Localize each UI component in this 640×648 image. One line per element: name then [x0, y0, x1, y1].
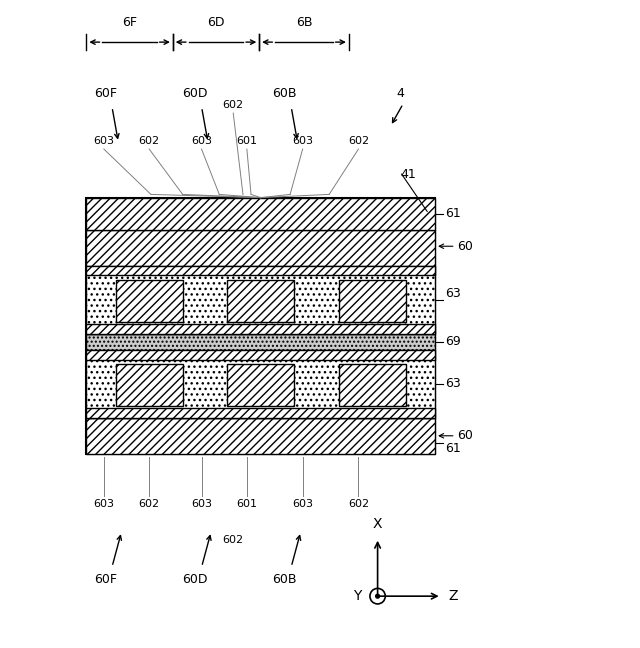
Text: Z: Z: [448, 589, 458, 603]
Text: 602: 602: [139, 499, 160, 509]
Bar: [86, 266, 435, 275]
Text: 60D: 60D: [182, 87, 208, 100]
Bar: [227, 364, 294, 406]
Text: 63: 63: [445, 377, 461, 391]
Bar: [86, 198, 435, 230]
Bar: [339, 364, 406, 406]
Text: 601: 601: [236, 499, 257, 509]
Text: 60B: 60B: [273, 87, 297, 100]
Text: 6B: 6B: [296, 16, 312, 29]
Bar: [339, 280, 406, 322]
Bar: [86, 350, 435, 360]
Bar: [86, 266, 435, 334]
Text: 603: 603: [292, 499, 313, 509]
Bar: [86, 418, 435, 454]
Text: 603: 603: [191, 499, 212, 509]
Text: 602: 602: [348, 499, 369, 509]
Text: 602: 602: [222, 535, 243, 544]
Text: 63: 63: [445, 286, 461, 300]
Text: 602: 602: [348, 136, 369, 146]
Text: 603: 603: [292, 136, 313, 146]
Text: 6D: 6D: [207, 16, 225, 29]
Text: 603: 603: [93, 136, 115, 146]
Text: 60D: 60D: [182, 573, 208, 586]
Text: 61: 61: [445, 442, 461, 456]
Text: 6F: 6F: [122, 16, 137, 29]
Text: 601: 601: [236, 136, 257, 146]
Text: 60: 60: [458, 429, 474, 443]
Text: 602: 602: [139, 136, 160, 146]
Bar: [86, 230, 435, 266]
Text: 60B: 60B: [273, 573, 297, 586]
Bar: [86, 324, 435, 334]
Text: 61: 61: [445, 207, 461, 220]
Text: Y: Y: [353, 589, 362, 603]
Text: X: X: [373, 517, 382, 531]
Bar: [86, 408, 435, 418]
Circle shape: [376, 594, 380, 598]
Text: 4: 4: [397, 87, 404, 100]
Bar: [116, 280, 183, 322]
Bar: [86, 198, 435, 454]
Text: 69: 69: [445, 335, 461, 349]
Text: 602: 602: [222, 100, 243, 110]
Bar: [86, 334, 435, 350]
Text: 603: 603: [93, 499, 115, 509]
Bar: [86, 350, 435, 418]
Text: 60F: 60F: [94, 573, 117, 586]
Bar: [116, 364, 183, 406]
Text: 603: 603: [191, 136, 212, 146]
Text: 60F: 60F: [94, 87, 117, 100]
Text: 60: 60: [458, 240, 474, 253]
Bar: [227, 280, 294, 322]
Text: 41: 41: [400, 168, 416, 181]
